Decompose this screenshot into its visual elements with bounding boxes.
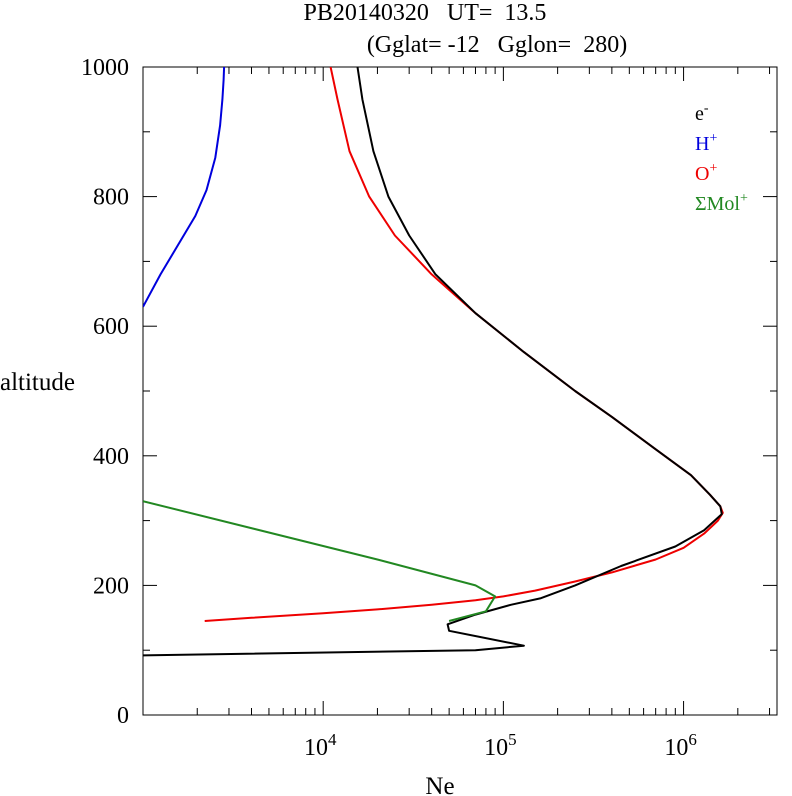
x-tick-label: 105	[484, 730, 516, 761]
x-tick-label-base: 10	[664, 735, 688, 761]
x-tick-label-exponent: 5	[508, 730, 516, 749]
legend-entry: ΣMol+	[695, 191, 748, 215]
y-tick-label: 200	[93, 573, 129, 599]
legend-entry-name: ΣMol	[695, 193, 740, 215]
x-tick-label: 104	[304, 730, 337, 761]
legend-entry-name: O	[695, 163, 709, 185]
legend-entry: O+	[695, 161, 717, 185]
legend: e-H+O+ΣMol+	[695, 101, 748, 215]
series-line-h	[143, 67, 226, 308]
legend-entry-name: H	[695, 133, 709, 155]
chart-title: PB20140320 UT= 13.5	[304, 0, 547, 26]
x-tick-label-base: 10	[484, 735, 508, 761]
series-line-e	[143, 67, 723, 657]
legend-entry-superscript: +	[709, 131, 717, 146]
series-line-mol	[143, 500, 497, 622]
ticks-layer	[142, 66, 777, 716]
chart-title-group: PB20140320 UT= 13.5 (Gglat= -12 Gglon= 2…	[304, 0, 628, 58]
legend-entry-name: e	[695, 103, 704, 125]
chart-subtitle: (Gglat= -12 Gglon= 280)	[367, 32, 627, 58]
y-tick-label: 0	[117, 703, 129, 729]
x-tick-label-exponent: 4	[328, 730, 337, 749]
y-tick-label: 400	[93, 444, 129, 470]
legend-entry-superscript: +	[740, 191, 748, 206]
y-axis-label: altitude	[0, 369, 75, 396]
series-line-o	[204, 67, 724, 622]
y-tick-label: 600	[93, 314, 129, 340]
legend-entry: e-	[695, 101, 709, 125]
y-tick-label: 800	[93, 185, 129, 211]
x-axis-label: Ne	[425, 773, 454, 796]
series-layer	[143, 67, 724, 657]
legend-entry: H+	[695, 131, 717, 155]
y-tick-label: 1000	[81, 55, 129, 81]
legend-entry-superscript: +	[709, 161, 717, 176]
legend-entry-superscript: -	[704, 101, 709, 116]
x-tick-label-exponent: 6	[688, 730, 697, 749]
x-tick-label-base: 10	[304, 735, 328, 761]
x-tick-label: 106	[664, 730, 697, 761]
